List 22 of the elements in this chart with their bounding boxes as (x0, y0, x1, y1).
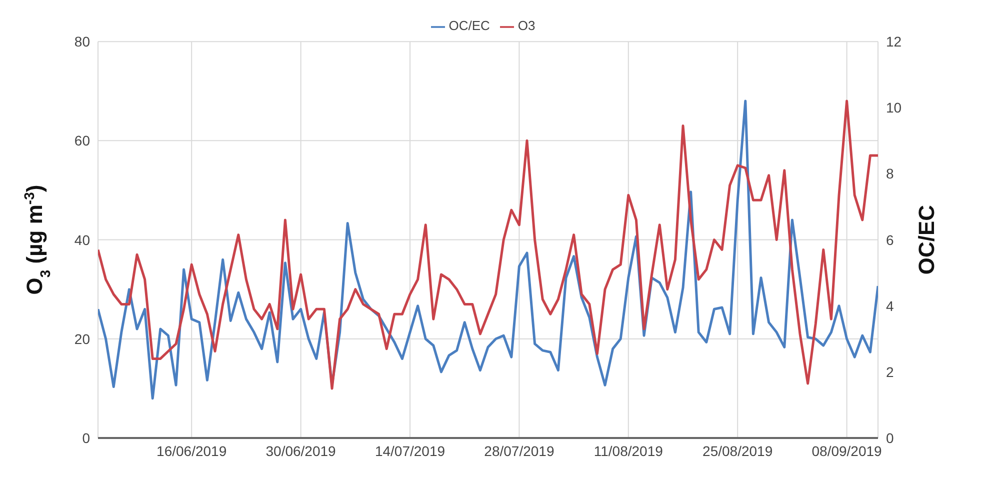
x-tick-label: 30/06/2019 (266, 442, 336, 459)
y2-tick-label: 10 (886, 100, 902, 116)
legend-label: OC/EC (448, 18, 490, 33)
x-tick-label: 16/06/2019 (156, 442, 227, 459)
y-tick-label: 0 (82, 430, 90, 446)
y2-axis-title: OC/EC (914, 204, 939, 275)
x-tick-label: 28/07/2019 (484, 442, 554, 459)
x-tick-label: 08/09/2019 (812, 442, 882, 459)
x-tick-label: 14/07/2019 (374, 442, 446, 459)
y2-tick-label: 0 (886, 430, 894, 446)
x-tick-label: 11/08/2019 (594, 442, 664, 459)
y2-tick-label: 2 (886, 364, 894, 380)
y-tick-label: 80 (74, 34, 90, 50)
y2-tick-label: 4 (886, 298, 894, 314)
y2-tick-label: 6 (886, 232, 894, 248)
y-tick-label: 60 (74, 132, 90, 149)
x-tick-label: 25/08/2019 (702, 442, 773, 459)
y2-tick-label: 8 (886, 166, 894, 182)
legend-label: O3 (518, 18, 536, 33)
y-tick-label: 20 (74, 330, 90, 347)
y2-tick-label: 12 (886, 34, 902, 50)
y-tick-label: 40 (74, 232, 90, 248)
